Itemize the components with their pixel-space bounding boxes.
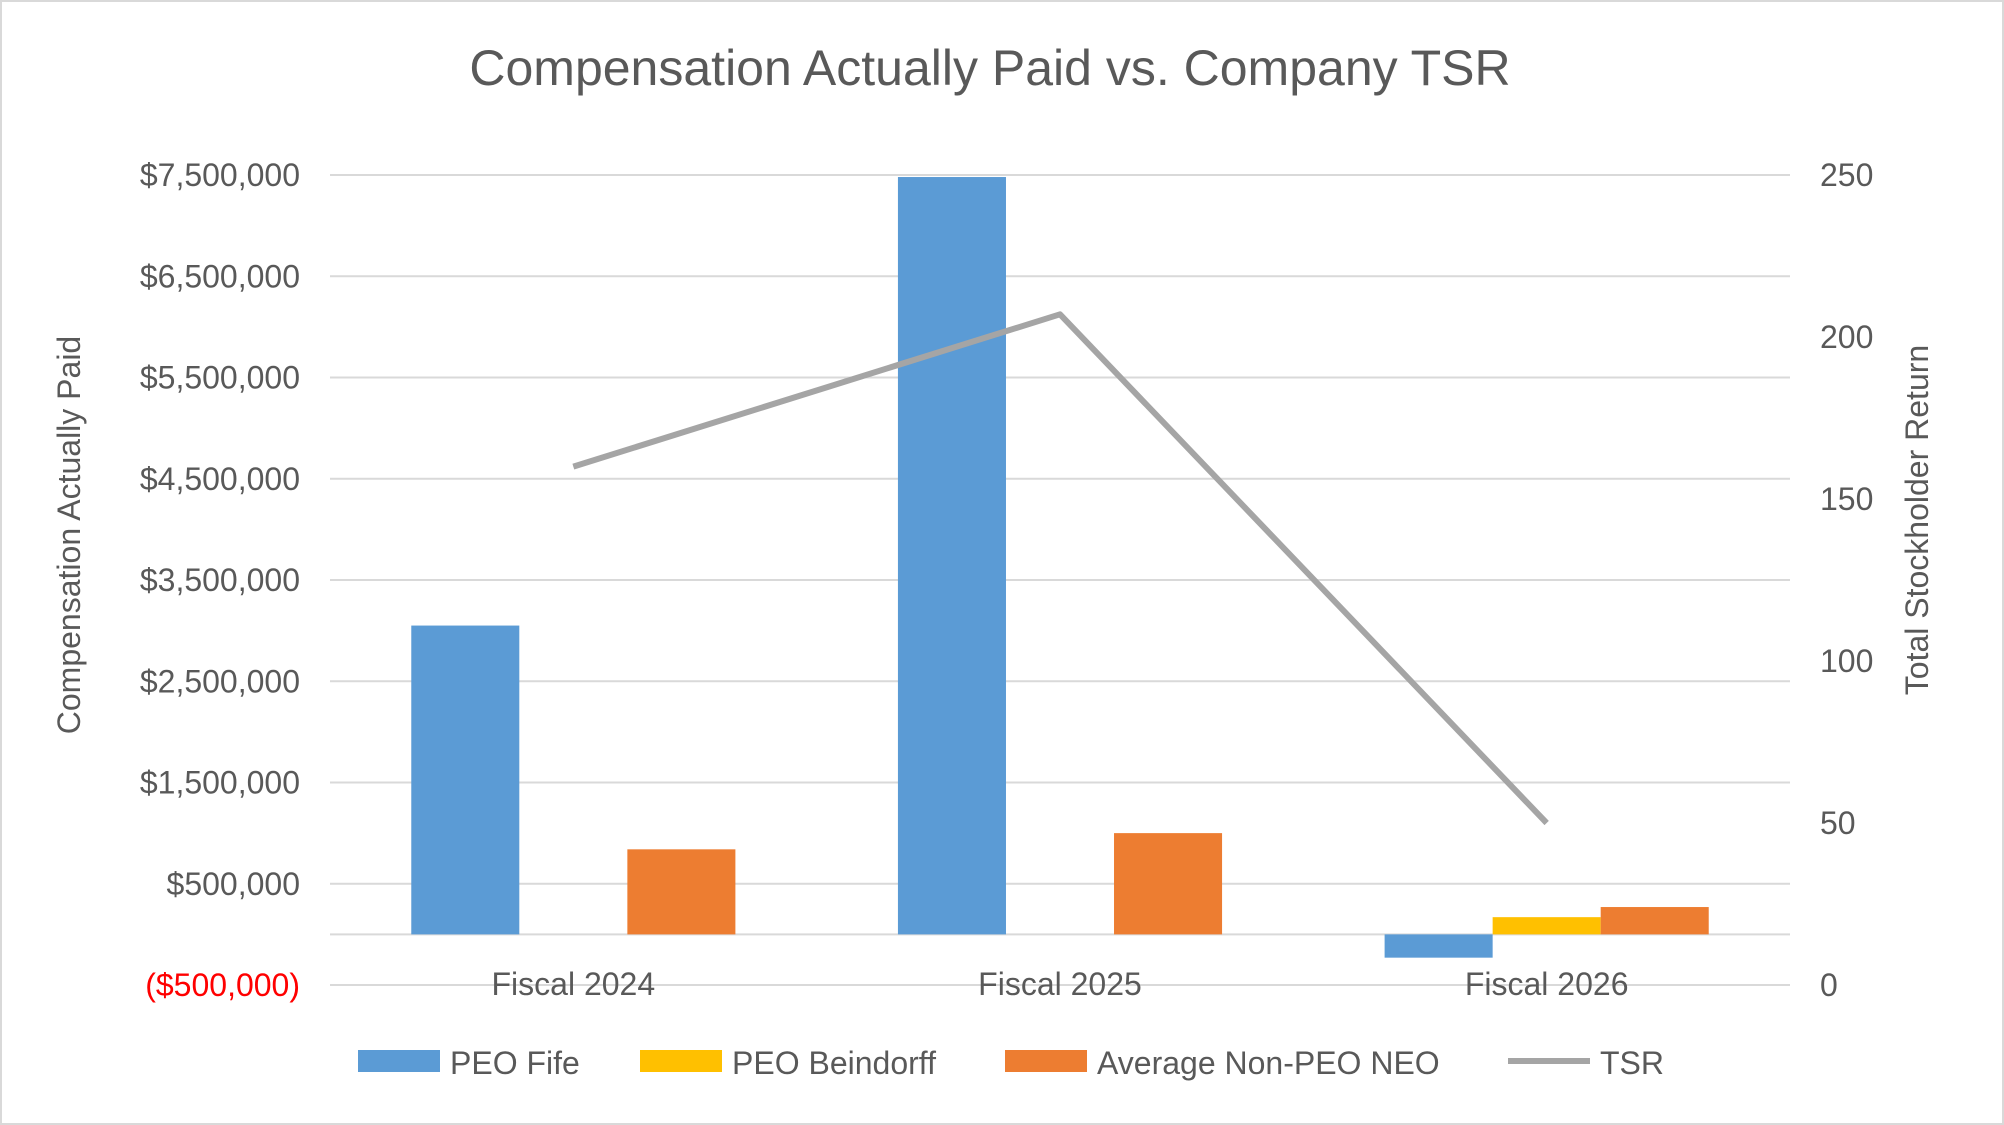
right-tick-label: 150 bbox=[1820, 481, 1873, 517]
bar-peo-fife-fiscal-2026 bbox=[1384, 934, 1493, 958]
bar-peo-fife-fiscal-2025 bbox=[897, 177, 1006, 935]
left-axis-ticks: ($500,000) $500,000 $1,500,000 $2,500,000 $3… bbox=[140, 157, 300, 1003]
line-layer bbox=[572, 311, 1549, 826]
category-label-fiscal-2026: Fiscal 2026 bbox=[1465, 966, 1629, 1002]
gridlines bbox=[330, 174, 1790, 986]
right-tick-label: 250 bbox=[1820, 157, 1873, 193]
legend-label-average-non-peo-neo: Average Non-PEO NEO bbox=[1097, 1045, 1440, 1081]
right-tick-label: 200 bbox=[1820, 319, 1873, 355]
legend-label-peo-beindorff: PEO Beindorff bbox=[732, 1045, 936, 1081]
left-tick-label: $6,500,000 bbox=[140, 258, 300, 294]
category-label-fiscal-2024: Fiscal 2024 bbox=[492, 966, 656, 1002]
left-tick-label: $500,000 bbox=[167, 866, 300, 902]
bar-layer bbox=[411, 177, 1709, 958]
left-axis-title: Compensation Actually Paid bbox=[51, 336, 87, 734]
bar-peo-beindorff-fiscal-2026 bbox=[1492, 917, 1601, 935]
category-labels: Fiscal 2024 Fiscal 2025 Fiscal 2026 bbox=[492, 966, 1629, 1002]
left-tick-label: $4,500,000 bbox=[140, 461, 300, 497]
left-tick-label: ($500,000) bbox=[145, 967, 300, 1003]
category-label-fiscal-2025: Fiscal 2025 bbox=[978, 966, 1142, 1002]
bar-peo-fife-fiscal-2024 bbox=[411, 625, 520, 935]
left-tick-label: $7,500,000 bbox=[140, 157, 300, 193]
right-tick-label: 0 bbox=[1820, 967, 1838, 1003]
right-axis-title: Total Stockholder Return bbox=[1899, 345, 1935, 695]
bar-average-non-peo-neo-fiscal-2025 bbox=[1114, 833, 1223, 935]
right-axis-ticks: 0 50 100 150 200 250 bbox=[1820, 157, 1873, 1003]
right-tick-label: 50 bbox=[1820, 805, 1856, 841]
legend-swatch-peo-fife bbox=[358, 1050, 440, 1072]
legend-label-tsr: TSR bbox=[1600, 1045, 1664, 1081]
left-tick-label: $2,500,000 bbox=[140, 663, 300, 699]
legend-swatch-average-non-peo-neo bbox=[1005, 1050, 1087, 1072]
chart-title: Compensation Actually Paid vs. Company T… bbox=[469, 40, 1510, 96]
bar-average-non-peo-neo-fiscal-2026 bbox=[1600, 907, 1709, 935]
left-tick-label: $5,500,000 bbox=[140, 360, 300, 396]
right-tick-label: 100 bbox=[1820, 643, 1873, 679]
legend: PEO Fife PEO Beindorff Average Non-PEO NEO… bbox=[358, 1045, 1664, 1081]
legend-swatch-peo-beindorff bbox=[640, 1050, 722, 1072]
left-tick-label: $1,500,000 bbox=[140, 765, 300, 801]
bar-average-non-peo-neo-fiscal-2024 bbox=[627, 849, 736, 935]
left-tick-label: $3,500,000 bbox=[140, 562, 300, 598]
legend-label-peo-fife: PEO Fife bbox=[450, 1045, 580, 1081]
